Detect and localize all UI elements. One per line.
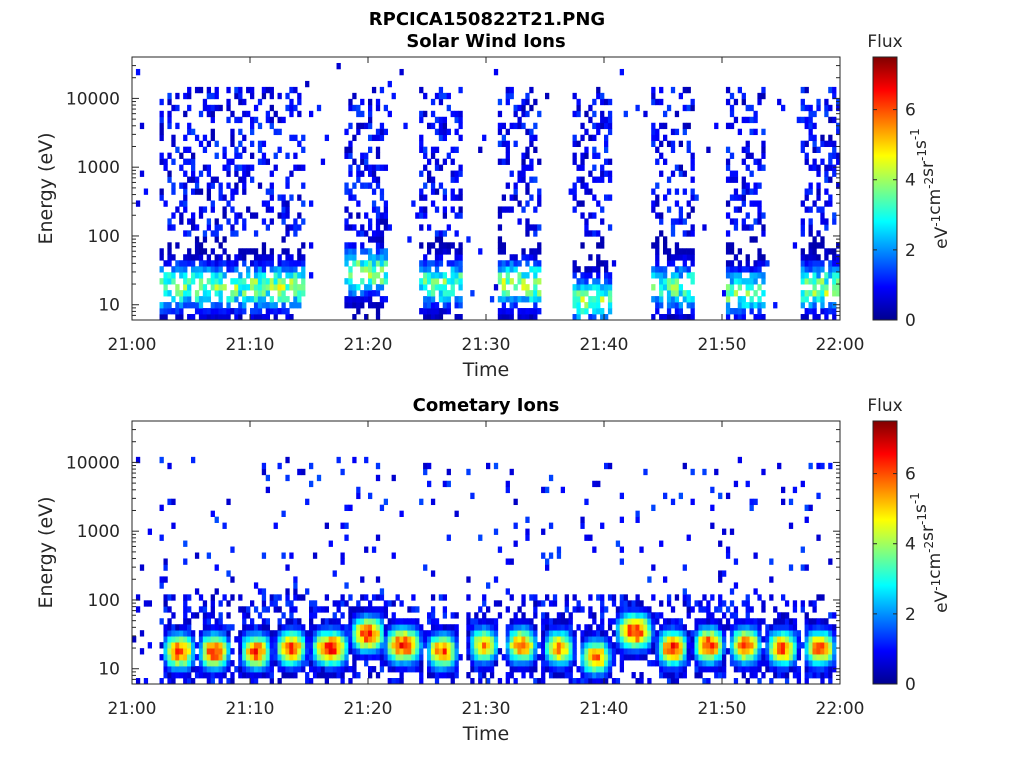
x-tick-label: 21:00 bbox=[108, 699, 157, 719]
spectrogram-cells bbox=[135, 62, 841, 321]
x-axis-label: Time bbox=[462, 723, 510, 745]
colorbar-title: Flux bbox=[867, 32, 902, 52]
colorbar-tick-label: 4 bbox=[905, 171, 916, 191]
x-tick-label: 21:40 bbox=[580, 335, 629, 355]
colorbar-title: Flux bbox=[867, 396, 902, 416]
colorbar-tick-label: 0 bbox=[905, 675, 916, 695]
colorbar-label: eV-1cm-2sr-1s-1 bbox=[908, 128, 952, 249]
colorbar-tick-label: 2 bbox=[905, 241, 916, 261]
colorbar: 0 2 4 6 Flux eV-1cm-2sr-1s-1 bbox=[867, 32, 952, 331]
x-tick-label: 21:50 bbox=[698, 335, 747, 355]
x-tick-label: 21:20 bbox=[344, 335, 393, 355]
colorbar-gradient bbox=[872, 56, 898, 321]
colorbar-gradient bbox=[872, 420, 898, 685]
x-axis-label: Time bbox=[462, 359, 510, 381]
x-tick-label: 21:30 bbox=[462, 699, 511, 719]
y-tick-label: 1000 bbox=[77, 522, 120, 542]
colorbar-tick-label: 4 bbox=[905, 535, 916, 555]
x-tick-label: 21:40 bbox=[580, 699, 629, 719]
panel-solar-wind-ions: Solar Wind Ions 21:00 21:10 21:20 21:30 21:40… bbox=[35, 31, 952, 381]
x-tick-label: 21:00 bbox=[108, 335, 157, 355]
x-tick-label: 21:50 bbox=[698, 699, 747, 719]
x-tick-label: 21:30 bbox=[462, 335, 511, 355]
x-tick-label: 22:00 bbox=[816, 699, 865, 719]
colorbar-tick-label: 6 bbox=[905, 465, 916, 485]
x-tick-label: 22:00 bbox=[816, 335, 865, 355]
y-tick-label: 100 bbox=[88, 591, 120, 611]
colorbar-tick-label: 0 bbox=[905, 311, 916, 331]
colorbar-tick-label: 2 bbox=[905, 605, 916, 625]
y-tick-label: 10 bbox=[98, 660, 120, 680]
y-axis-label: Energy (eV) bbox=[35, 132, 57, 244]
y-tick-label: 10000 bbox=[66, 89, 120, 109]
y-axis-label: Energy (eV) bbox=[35, 496, 57, 608]
panel-title: Cometary Ions bbox=[413, 395, 560, 416]
y-tick-label: 100 bbox=[88, 227, 120, 247]
colorbar: 0 2 4 6 Flux eV-1cm-2sr-1s-1 bbox=[867, 396, 952, 695]
y-tick-label: 10000 bbox=[66, 453, 120, 473]
spectrogram-cells bbox=[132, 456, 837, 685]
x-tick-label: 21:20 bbox=[344, 699, 393, 719]
y-tick-label: 10 bbox=[98, 296, 120, 316]
colorbar-tick-label: 6 bbox=[905, 101, 916, 121]
panel-title: Solar Wind Ions bbox=[406, 31, 565, 52]
colorbar-label: eV-1cm-2sr-1s-1 bbox=[908, 492, 952, 613]
figure-title: RPCICA150822T21.PNG bbox=[369, 9, 605, 30]
x-tick-label: 21:10 bbox=[226, 335, 275, 355]
y-tick-label: 1000 bbox=[77, 158, 120, 178]
x-tick-label: 21:10 bbox=[226, 699, 275, 719]
